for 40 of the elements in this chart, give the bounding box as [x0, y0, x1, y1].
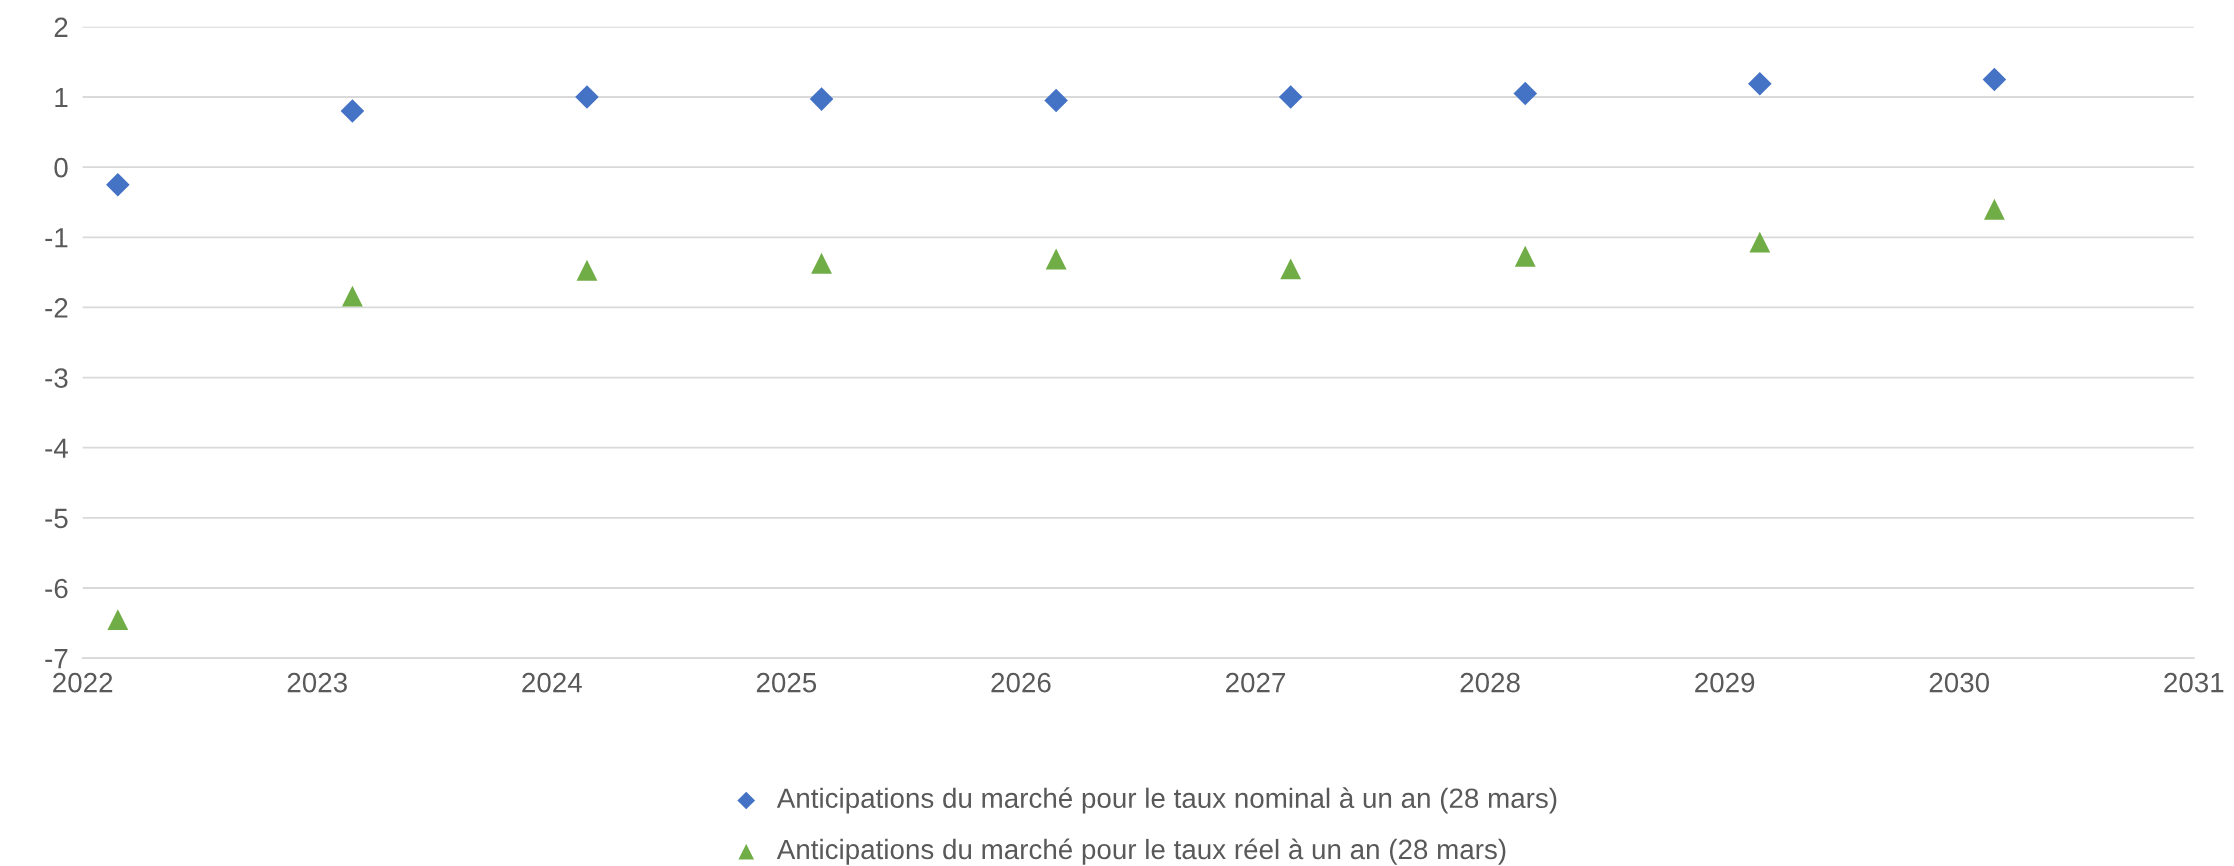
point [340, 99, 365, 123]
x-tick-label: 2028 [1460, 672, 1520, 693]
point [342, 285, 363, 307]
x-tick-label: 2031 [2164, 672, 2224, 693]
x-tick-label: 2022 [53, 672, 113, 693]
point [576, 259, 598, 281]
y-tick-label: -6 [45, 578, 68, 599]
y-tick-label: -7 [45, 649, 68, 669]
point [1983, 198, 2005, 220]
point [1513, 81, 1538, 106]
x-tick-label: 2024 [522, 672, 582, 693]
point [106, 172, 130, 197]
y-tick-label: -2 [45, 298, 68, 318]
point [809, 87, 834, 111]
x-tick-label: 2023 [287, 672, 347, 693]
point [107, 609, 129, 630]
point [811, 252, 832, 274]
point [1982, 67, 2007, 92]
x-tick-label: 2025 [756, 672, 817, 693]
y-tick-label: -3 [45, 368, 68, 388]
y-tick-label: -5 [45, 508, 68, 529]
point [1045, 248, 1067, 270]
legend-label: Anticipations du marché pour le taux réel à un an (28 mars) [776, 838, 1506, 865]
x-tick-label: 2027 [1226, 672, 1286, 693]
x-tick-label: 2029 [1695, 672, 1755, 693]
y-tick-label: 2 [54, 17, 68, 37]
y-tick-label: 1 [55, 87, 68, 108]
point [1280, 258, 1302, 280]
point [1278, 85, 1303, 109]
x-tick-label: 2026 [991, 672, 1051, 693]
point [1749, 231, 1771, 253]
y-tick-label: -4 [45, 438, 68, 458]
y-tick-label: 0 [54, 157, 68, 178]
point [575, 85, 599, 109]
point [1748, 71, 1772, 96]
legend-label: Anticipations du marché pour le taux nominal à un an (28 mars) [776, 787, 1557, 814]
point [1044, 88, 1068, 113]
point [1514, 245, 1536, 267]
x-tick-label: 2030 [1929, 672, 1990, 693]
y-tick-label: -1 [45, 228, 68, 248]
